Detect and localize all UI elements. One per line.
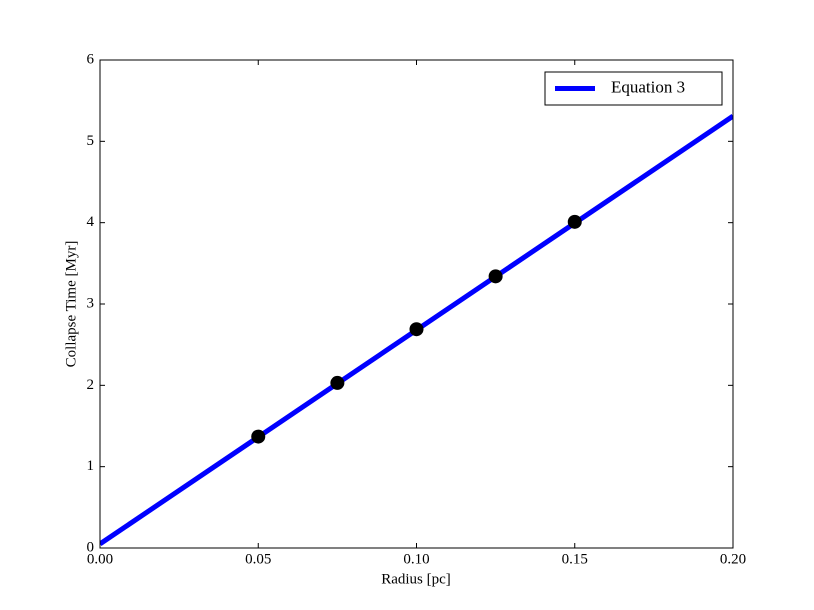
plot-frame	[99, 59, 734, 549]
y-tick-label: 1	[87, 458, 95, 474]
x-tick-label: 0.15	[562, 551, 588, 567]
y-tick-label: 6	[87, 51, 95, 67]
x-tick-label: 0.10	[403, 551, 429, 567]
y-tick-label: 3	[87, 295, 95, 311]
y-tick-label: 4	[87, 214, 95, 230]
x-tick-label: 0.00	[87, 551, 113, 567]
y-axis-label: Collapse Time [Myr]	[63, 241, 79, 368]
y-tick-label: 2	[87, 377, 95, 393]
y-tick-label: 0	[87, 539, 95, 555]
x-tick-label: 0.20	[720, 551, 746, 567]
point	[488, 269, 503, 284]
point	[409, 322, 424, 337]
x-tick-label: 0.05	[245, 551, 271, 567]
x-axis-label: Radius [pc]	[381, 571, 451, 587]
point	[251, 429, 266, 444]
legend-label: Equation 3	[611, 77, 685, 96]
point	[330, 375, 345, 390]
point	[567, 214, 582, 229]
y-tick-label: 5	[87, 133, 95, 149]
